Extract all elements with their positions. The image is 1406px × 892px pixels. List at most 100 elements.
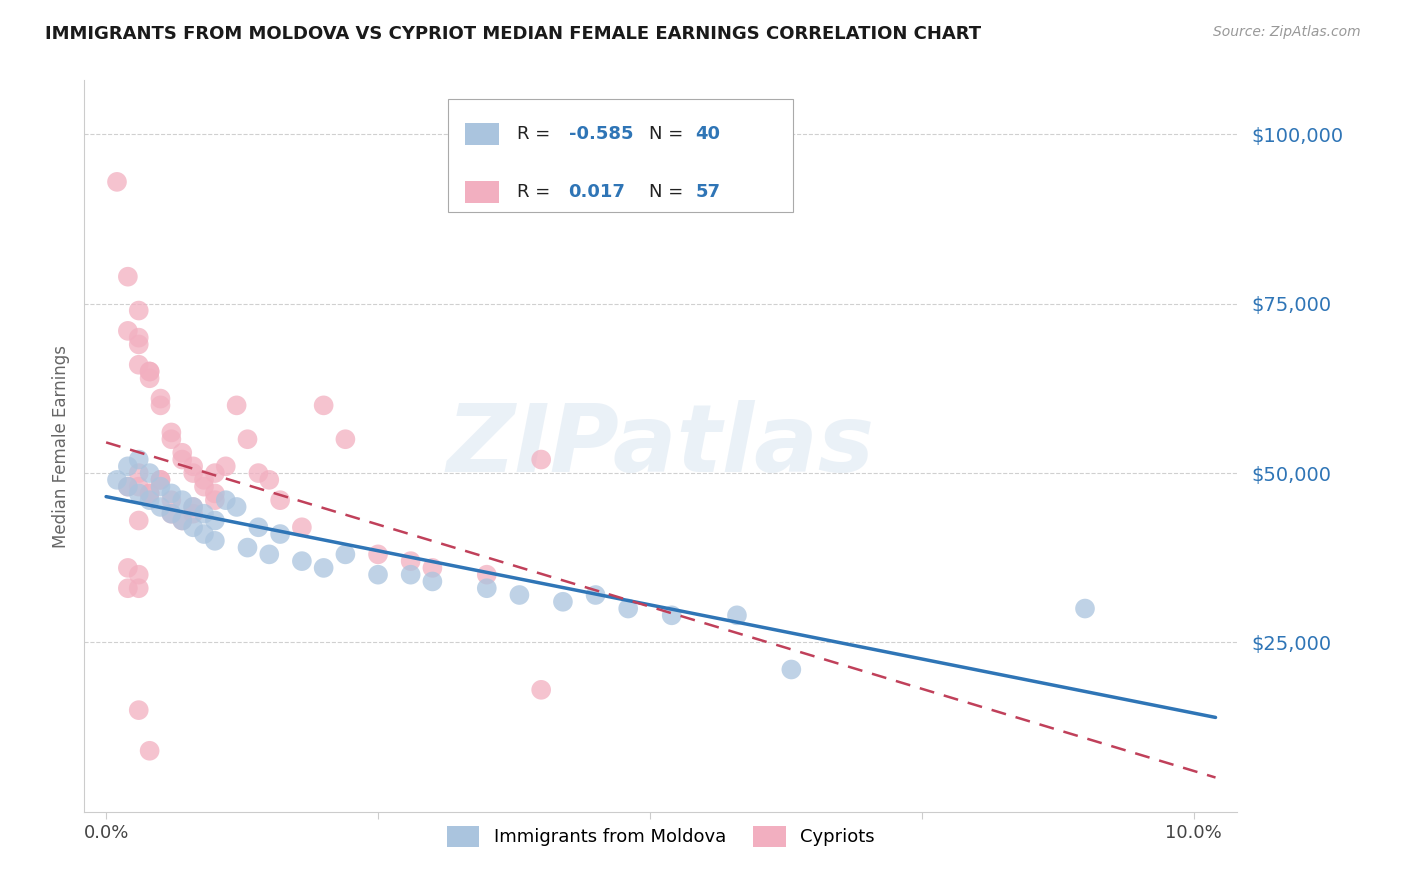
Point [225,398,247,412]
Point [117,561,139,575]
Point [551,595,574,609]
Point [585,588,607,602]
Point [128,452,150,467]
Point [172,493,194,508]
Point [138,466,160,480]
Point [422,574,444,589]
Point [259,473,281,487]
Text: ZIPatlas: ZIPatlas [447,400,875,492]
Point [215,459,238,474]
Point [508,588,530,602]
Point [128,581,150,595]
Point [172,514,194,528]
Point [204,514,226,528]
Point [193,480,215,494]
Point [1074,601,1097,615]
Text: 57: 57 [696,183,720,202]
Point [204,466,226,480]
Point [193,527,215,541]
Point [236,541,259,555]
Point [138,364,160,378]
Point [617,601,640,615]
Point [160,493,183,508]
Point [181,507,204,521]
Point [780,663,803,677]
Point [215,493,238,508]
Point [160,432,183,446]
Text: R =: R = [517,183,555,202]
Point [247,520,270,534]
Point [181,500,204,514]
Point [422,561,444,575]
Point [181,459,204,474]
Point [105,175,128,189]
Point [259,547,281,561]
Point [128,303,150,318]
Text: R =: R = [517,125,555,143]
Point [138,486,160,500]
Text: 40: 40 [696,125,720,143]
Text: IMMIGRANTS FROM MOLDOVA VS CYPRIOT MEDIAN FEMALE EARNINGS CORRELATION CHART: IMMIGRANTS FROM MOLDOVA VS CYPRIOT MEDIA… [45,25,981,43]
Point [181,466,204,480]
Point [128,703,150,717]
Point [661,608,683,623]
Point [312,398,335,412]
Text: 0.017: 0.017 [568,183,626,202]
Point [181,500,204,514]
Point [291,520,314,534]
FancyBboxPatch shape [465,181,499,203]
Point [138,364,160,378]
Point [269,527,291,541]
Point [128,480,150,494]
Point [367,547,389,561]
Point [105,473,128,487]
Point [117,269,139,284]
Point [128,331,150,345]
Point [475,581,498,595]
Point [172,446,194,460]
Point [725,608,748,623]
Point [160,507,183,521]
Point [160,425,183,440]
Point [291,554,314,568]
Point [236,432,259,446]
Point [367,567,389,582]
Y-axis label: Median Female Earnings: Median Female Earnings [52,344,70,548]
Point [172,452,194,467]
Legend: Immigrants from Moldova, Cypriots: Immigrants from Moldova, Cypriots [440,819,882,854]
Point [160,486,183,500]
Point [128,514,150,528]
Point [149,500,172,514]
Point [193,507,215,521]
Point [475,567,498,582]
Point [530,452,553,467]
Point [149,473,172,487]
Point [269,493,291,508]
Point [117,581,139,595]
Point [149,473,172,487]
Point [335,432,357,446]
Point [204,486,226,500]
Text: Source: ZipAtlas.com: Source: ZipAtlas.com [1213,25,1361,39]
Point [117,480,139,494]
Point [117,459,139,474]
Point [193,473,215,487]
Point [149,398,172,412]
Point [128,466,150,480]
Point [204,533,226,548]
Point [128,337,150,351]
Point [128,358,150,372]
Point [138,486,160,500]
Point [225,500,247,514]
Point [128,486,150,500]
Point [149,480,172,494]
Point [399,554,422,568]
Point [181,520,204,534]
Point [172,514,194,528]
Point [530,682,553,697]
FancyBboxPatch shape [465,123,499,145]
FancyBboxPatch shape [447,99,793,212]
Point [138,371,160,385]
Text: -0.585: -0.585 [568,125,633,143]
Point [204,493,226,508]
